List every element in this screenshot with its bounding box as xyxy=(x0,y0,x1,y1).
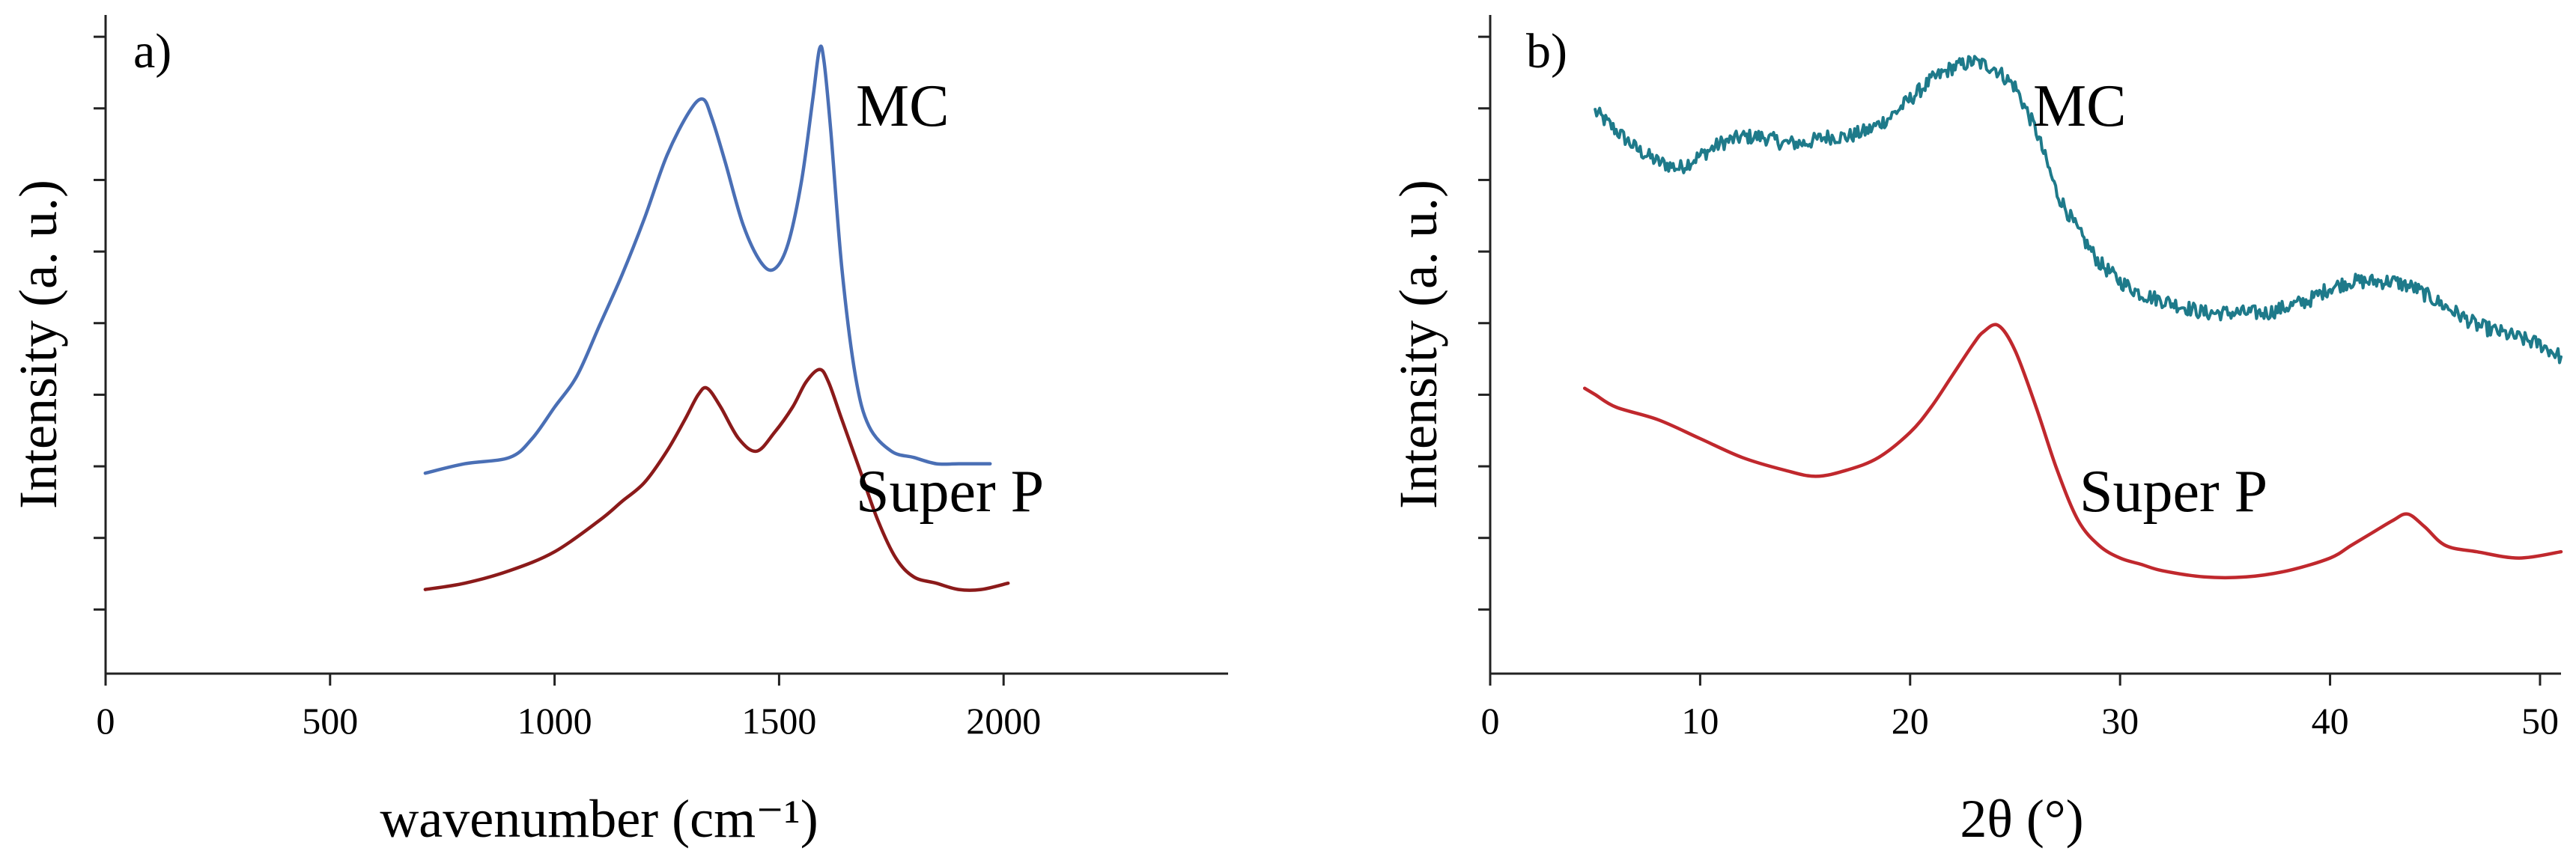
x-tick-label: 50 xyxy=(2521,700,2559,742)
x-tick-label: 40 xyxy=(2312,700,2349,742)
panel-b-series-label-super-p: Super P xyxy=(2080,459,2267,525)
panel-a-y-axis-title: Intensity (a. u.) xyxy=(8,180,68,509)
panel-b: 0 10 20 30 40 50 b) 2θ (°) Intensity (a. u.) … xyxy=(1388,15,2563,849)
panel-b-series xyxy=(1582,55,2563,580)
panel-b-y-ticks xyxy=(1478,35,1490,611)
x-tick-label: 0 xyxy=(1481,700,1500,742)
panel-a-y-ticks xyxy=(94,35,106,611)
x-tick-label: 1000 xyxy=(517,700,592,742)
x-tick-label: 20 xyxy=(1892,700,1929,742)
x-tick-label: 500 xyxy=(302,700,358,742)
panel-a-series-label-super-p: Super P xyxy=(856,459,1044,525)
panel-a-x-ticks: 0 500 1000 1500 2000 xyxy=(97,674,1041,742)
panel-b-x-axis-title: 2θ (°) xyxy=(1960,789,2083,849)
series-line-mc xyxy=(1594,55,2563,365)
series-line-mc xyxy=(423,44,992,475)
panel-a-label: a) xyxy=(133,24,171,79)
panel-b-y-axis-title: Intensity (a. u.) xyxy=(1388,180,1448,509)
panel-a: 0 500 1000 1500 2000 a) wavenumber (cm⁻¹) In… xyxy=(8,15,1228,849)
panel-a-x-axis-title: wavenumber (cm⁻¹) xyxy=(380,789,818,849)
x-tick-label: 1500 xyxy=(741,700,816,742)
panel-b-x-ticks: 0 10 20 30 40 50 xyxy=(1481,674,2559,742)
series-line-super-p xyxy=(1582,323,2563,580)
x-tick-label: 2000 xyxy=(966,700,1041,742)
series-line-super-p xyxy=(423,367,1010,592)
x-tick-label: 0 xyxy=(97,700,115,742)
panel-b-series-label-mc: MC xyxy=(2033,73,2127,139)
x-tick-label: 30 xyxy=(2101,700,2139,742)
panel-b-label: b) xyxy=(1526,24,1567,79)
panel-a-series-label-mc: MC xyxy=(856,73,950,139)
panel-a-series xyxy=(423,44,1010,592)
x-tick-label: 10 xyxy=(1681,700,1719,742)
